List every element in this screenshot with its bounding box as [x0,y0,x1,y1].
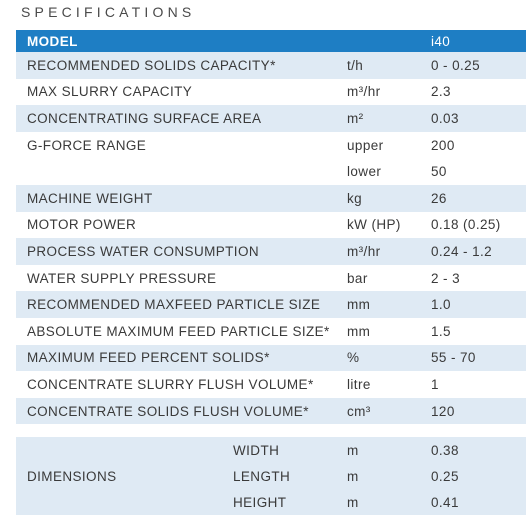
spec-unit: bar [347,264,431,292]
spec-unit: litre [347,371,431,398]
dimension-name: HEIGHT [233,494,287,510]
table-row: ABSOLUTE MAXIMUM FEED PARTICLE SIZE* mm … [16,317,526,345]
dimension-unit: m [347,468,359,484]
header-spacer [347,30,431,52]
spec-value: 0.03 [431,105,526,132]
table-row: MAX SLURRY CAPACITY m³/hr 2.3 [16,78,526,106]
table-row: CONCENTRATE SLURRY FLUSH VOLUME* litre 1 [16,371,526,398]
spec-unit: m³/hr [347,238,431,265]
spec-value: 0 - 0.25 [431,52,526,79]
spec-value: 200 [431,131,526,159]
spec-value: 50 [431,158,526,185]
page-title: SPECIFICATIONS [21,4,196,20]
table-row: MACHINE WEIGHT kg 26 [16,184,526,212]
spec-value: 55 - 70 [431,344,526,372]
spec-unit: mm [347,291,431,318]
spec-name: RECOMMENDED MAXFEED PARTICLE SIZE [16,291,347,318]
spec-name: ABSOLUTE MAXIMUM FEED PARTICLE SIZE* [16,317,347,345]
table-header-row: MODEL i40 [16,30,526,52]
header-model-label: MODEL [16,30,347,52]
spec-name: MAXIMUM FEED PERCENT SOLIDS* [16,344,347,372]
spec-name: MAX SLURRY CAPACITY [16,78,347,106]
spec-unit: cm³ [347,397,431,425]
dimension-value: 0.25 [431,468,459,484]
spec-unit: lower [347,158,431,185]
table-row: MAXIMUM FEED PERCENT SOLIDS* % 55 - 70 [16,344,526,372]
spec-name: WATER SUPPLY PRESSURE [16,264,347,292]
spec-name: PROCESS WATER CONSUMPTION [16,238,347,265]
spec-name: MOTOR POWER [16,211,347,239]
table-row: WATER SUPPLY PRESSURE bar 2 - 3 [16,264,526,292]
table-row: CONCENTRATE SOLIDS FLUSH VOLUME* cm³ 120 [16,397,526,425]
spec-value: 1.5 [431,317,526,345]
dimension-value: 0.38 [431,442,459,458]
spec-unit: upper [347,131,431,159]
dimension-name: LENGTH [233,468,291,484]
spec-value: 0.24 - 1.2 [431,238,526,265]
dimension-name: WIDTH [233,442,280,458]
specifications-table: MODEL i40 RECOMMENDED SOLIDS CAPACITY* t… [16,30,526,425]
spec-unit: t/h [347,52,431,79]
dimensions-table: DIMENSIONS WIDTH m 0.38 LENGTH m 0.25 HE… [16,437,526,515]
table-row: MOTOR POWER kW (HP) 0.18 (0.25) [16,211,526,239]
dimension-unit: m [347,442,359,458]
spec-unit: kW (HP) [347,211,431,239]
header-model-value: i40 [431,30,526,52]
spec-unit: m³/hr [347,78,431,106]
table-row: RECOMMENDED MAXFEED PARTICLE SIZE mm 1.0 [16,291,526,318]
dimension-row: HEIGHT m 0.41 [16,489,526,515]
table-row: CONCENTRATING SURFACE AREA m² 0.03 [16,105,526,132]
dimension-unit: m [347,494,359,510]
spec-name: MACHINE WEIGHT [16,184,347,212]
table-row: lower 50 [16,158,526,185]
spec-value: 1 [431,371,526,398]
spec-name: G-FORCE RANGE [16,131,347,159]
spec-unit: m² [347,105,431,132]
spec-value: 120 [431,397,526,425]
table-row: PROCESS WATER CONSUMPTION m³/hr 0.24 - 1… [16,238,526,265]
spec-name: RECOMMENDED SOLIDS CAPACITY* [16,52,347,79]
spec-name: CONCENTRATING SURFACE AREA [16,105,347,132]
spec-unit: kg [347,184,431,212]
table-row: RECOMMENDED SOLIDS CAPACITY* t/h 0 - 0.2… [16,52,526,79]
spec-value: 26 [431,184,526,212]
spec-name: CONCENTRATE SLURRY FLUSH VOLUME* [16,371,347,398]
spec-value: 0.18 (0.25) [431,211,526,239]
spec-value: 2.3 [431,78,526,106]
spec-unit: % [347,344,431,372]
table-row: G-FORCE RANGE upper 200 [16,131,526,159]
dimension-row: DIMENSIONS WIDTH m 0.38 [16,437,526,484]
dimensions-label: DIMENSIONS [27,468,117,484]
spec-unit: mm [347,317,431,345]
spec-name: CONCENTRATE SOLIDS FLUSH VOLUME* [16,397,347,425]
spec-value: 2 - 3 [431,264,526,292]
dimension-value: 0.41 [431,494,459,510]
dimension-row: LENGTH m 0.25 [16,463,526,489]
spec-value: 1.0 [431,291,526,318]
spec-name [16,158,347,185]
